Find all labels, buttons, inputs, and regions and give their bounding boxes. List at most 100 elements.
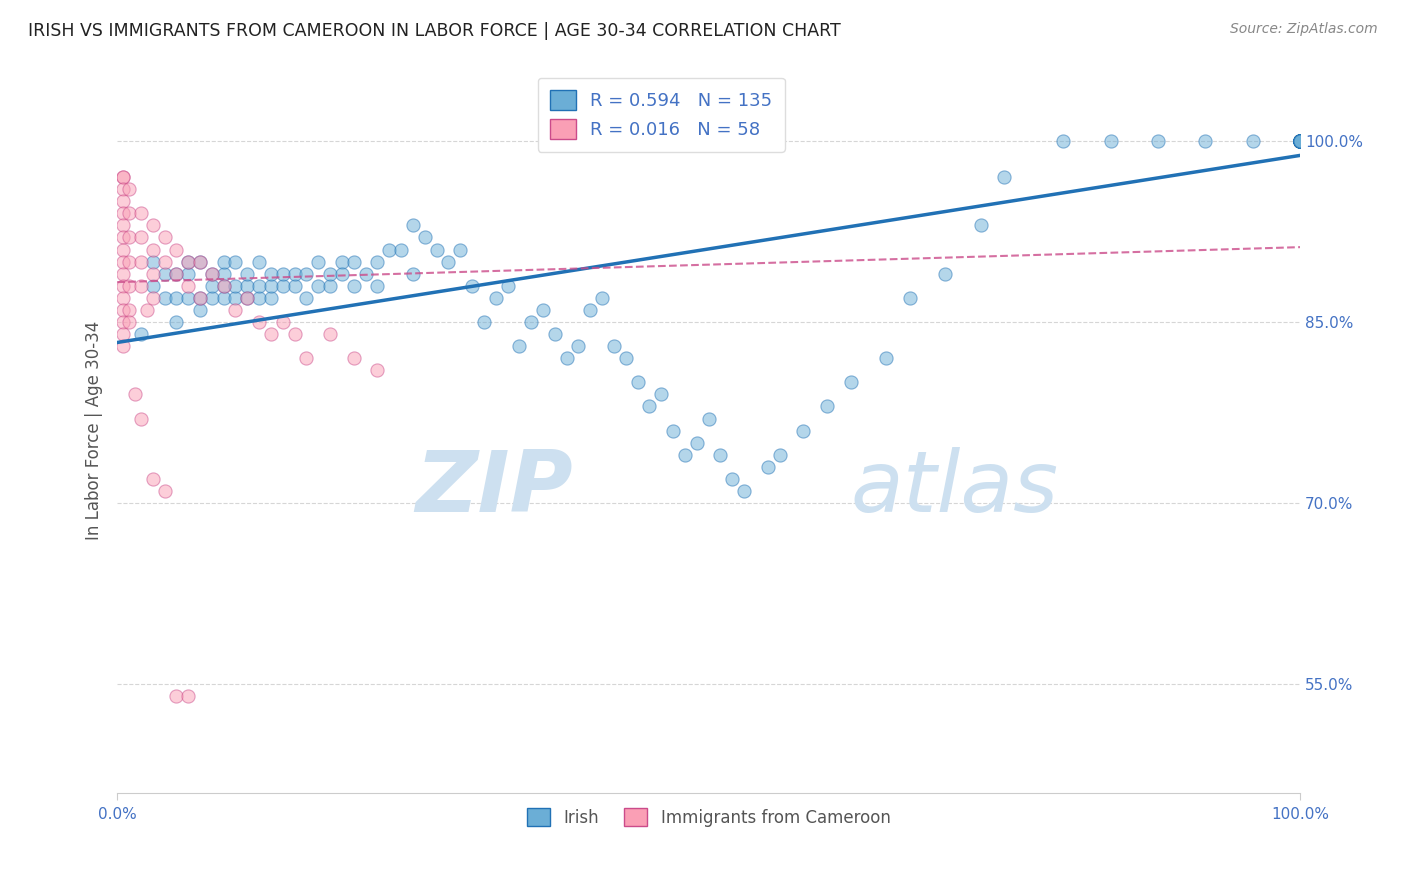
Point [898, 291, 921, 305]
Point [271, 267, 294, 281]
Point [697, 411, 720, 425]
Point [295, 291, 318, 305]
Point [579, 302, 602, 317]
Point [165, 243, 187, 257]
Point [284, 278, 307, 293]
Legend: Irish, Immigrants from Cameroon: Irish, Immigrants from Cameroon [519, 799, 898, 835]
Point [112, 326, 135, 341]
Point [638, 400, 661, 414]
Point [224, 278, 246, 293]
Point [1289, 134, 1312, 148]
Point [201, 291, 224, 305]
Point [544, 326, 567, 341]
Point [142, 472, 165, 486]
Point [1289, 134, 1312, 148]
Text: ZIP: ZIP [415, 447, 572, 530]
Point [1289, 134, 1312, 148]
Point [733, 483, 755, 498]
Point [1289, 134, 1312, 148]
Point [284, 326, 307, 341]
Point [153, 267, 176, 281]
Point [236, 278, 259, 293]
Point [112, 278, 135, 293]
Point [212, 291, 235, 305]
Point [153, 291, 176, 305]
Point [1289, 134, 1312, 148]
Point [247, 254, 270, 268]
Point [1289, 134, 1312, 148]
Point [118, 315, 141, 329]
Point [112, 219, 135, 233]
Y-axis label: In Labor Force | Age 30-34: In Labor Force | Age 30-34 [86, 321, 103, 541]
Point [112, 267, 135, 281]
Point [1289, 134, 1312, 148]
Point [1289, 134, 1312, 148]
Point [472, 315, 495, 329]
Point [118, 230, 141, 244]
Point [603, 339, 626, 353]
Point [112, 170, 135, 185]
Point [124, 387, 146, 401]
Point [153, 254, 176, 268]
Point [295, 351, 318, 366]
Point [1289, 134, 1312, 148]
Point [792, 424, 814, 438]
Point [260, 291, 283, 305]
Point [1289, 134, 1312, 148]
Point [768, 448, 790, 462]
Point [112, 230, 135, 244]
Point [247, 291, 270, 305]
Point [567, 339, 589, 353]
Point [118, 254, 141, 268]
Point [112, 315, 135, 329]
Point [1289, 134, 1312, 148]
Point [1289, 134, 1312, 148]
Point [177, 278, 200, 293]
Point [165, 315, 187, 329]
Point [236, 267, 259, 281]
Point [112, 254, 135, 268]
Point [142, 291, 165, 305]
Point [1289, 134, 1312, 148]
Point [177, 689, 200, 703]
Point [1194, 134, 1216, 148]
Point [366, 278, 388, 293]
Point [236, 291, 259, 305]
Point [402, 219, 425, 233]
Point [112, 182, 135, 196]
Point [934, 267, 956, 281]
Point [1289, 134, 1312, 148]
Point [1289, 134, 1312, 148]
Point [1289, 134, 1312, 148]
Point [673, 448, 696, 462]
Point [366, 363, 388, 377]
Point [343, 254, 366, 268]
Point [389, 243, 412, 257]
Point [354, 267, 377, 281]
Point [319, 267, 342, 281]
Point [212, 278, 235, 293]
Point [118, 302, 141, 317]
Point [142, 219, 165, 233]
Point [709, 448, 731, 462]
Point [402, 267, 425, 281]
Point [627, 376, 650, 390]
Point [307, 254, 329, 268]
Point [1289, 134, 1312, 148]
Point [177, 254, 200, 268]
Point [1289, 134, 1312, 148]
Point [555, 351, 578, 366]
Point [366, 254, 388, 268]
Point [188, 302, 211, 317]
Point [319, 326, 342, 341]
Point [135, 302, 157, 317]
Point [177, 267, 200, 281]
Point [188, 291, 211, 305]
Point [177, 254, 200, 268]
Point [307, 278, 329, 293]
Point [343, 351, 366, 366]
Point [1289, 134, 1312, 148]
Point [721, 472, 744, 486]
Point [153, 483, 176, 498]
Point [531, 302, 554, 317]
